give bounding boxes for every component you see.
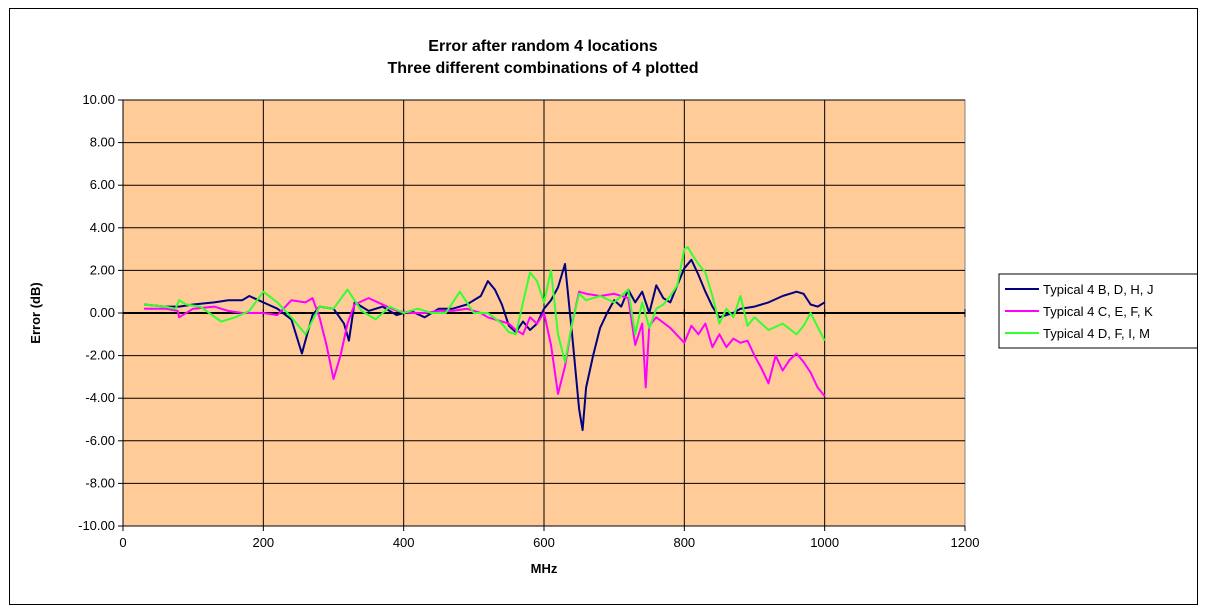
x-tick-label: 1200	[951, 535, 980, 550]
chart-area: Error after random 4 locations Three dif…	[9, 8, 1199, 605]
y-tick-label: 10.00	[82, 92, 115, 107]
y-tick-label: 8.00	[90, 135, 115, 150]
y-tick-label: -8.00	[85, 475, 115, 490]
x-tick-label: 800	[673, 535, 695, 550]
axis-layer: 10.00 8.00 6.00 4.00 2.00 0.00 -2.00 -4.00 -6.00…	[78, 92, 979, 550]
y-tick-label: -4.00	[85, 390, 115, 405]
series-line-3	[144, 246, 826, 363]
legend-label-3: Typical 4 D, F, I, M	[1043, 326, 1150, 341]
y-tick-label: 6.00	[90, 177, 115, 192]
y-tick-label: -10.00	[78, 518, 115, 533]
legend: Typical 4 B, D, H, J Typical 4 C, E, F, K…	[998, 273, 1199, 349]
x-tick-label: 200	[252, 535, 274, 550]
chart-title-line-1: Error after random 4 locations	[428, 38, 657, 55]
y-tick-label: -2.00	[85, 348, 115, 363]
series-line-1	[144, 258, 826, 432]
y-tick-label: 0.00	[90, 305, 115, 320]
y-axis-title: Error (dB)	[28, 282, 43, 343]
legend-label-2: Typical 4 C, E, F, K	[1043, 304, 1153, 319]
x-tick-label: 1000	[810, 535, 839, 550]
x-axis-title: MHz	[531, 561, 558, 576]
x-tick-label: 0	[119, 535, 126, 550]
series-line-2	[144, 290, 826, 397]
y-tick-label: 2.00	[90, 262, 115, 277]
y-tick-label: -6.00	[85, 433, 115, 448]
series-layer	[144, 246, 826, 432]
chart-svg: Error after random 4 locations Three dif…	[28, 38, 1199, 576]
x-tick-label: 400	[393, 535, 415, 550]
y-tick-label: 4.00	[90, 220, 115, 235]
legend-label-1: Typical 4 B, D, H, J	[1043, 282, 1154, 297]
x-tick-label: 600	[533, 535, 555, 550]
chart-title-line-2: Three different combinations of 4 plotte…	[387, 60, 698, 77]
